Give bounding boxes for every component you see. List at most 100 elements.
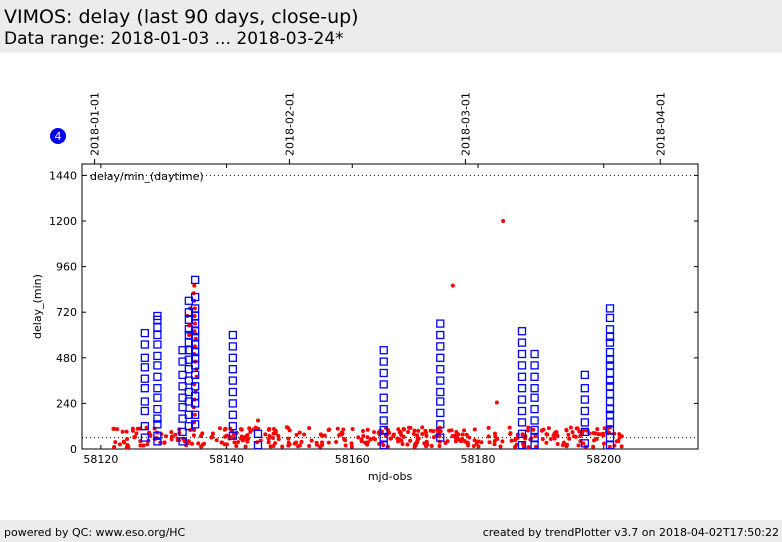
daytime-delay-point bbox=[153, 361, 162, 370]
night-delay-point bbox=[276, 433, 281, 438]
daytime-delay-point bbox=[190, 353, 200, 362]
night-delay-point bbox=[435, 427, 440, 432]
daytime-delay-point bbox=[140, 422, 150, 431]
daytime-delay-point bbox=[153, 393, 162, 402]
night-delay-point bbox=[253, 425, 258, 430]
night-delay-point bbox=[266, 427, 271, 432]
night-delay-point bbox=[540, 427, 545, 432]
night-delay-point bbox=[214, 438, 219, 443]
daytime-delay-point bbox=[530, 372, 539, 381]
night-delay-point bbox=[460, 432, 465, 437]
daytime-delay-point bbox=[605, 304, 615, 313]
x-tick-label: 58200 bbox=[586, 453, 621, 466]
night-delay-point bbox=[405, 442, 410, 447]
night-delay-point bbox=[192, 412, 197, 417]
night-delay-point bbox=[616, 438, 621, 443]
night-delay-point bbox=[472, 427, 477, 432]
daytime-delay-point bbox=[184, 410, 194, 419]
night-delay-point bbox=[224, 442, 229, 447]
night-delay-point bbox=[192, 314, 197, 318]
badge-label: 4 bbox=[55, 130, 62, 143]
night-delay-point bbox=[359, 437, 364, 442]
night-delay-point bbox=[263, 432, 268, 437]
daytime-delay-point bbox=[530, 361, 539, 370]
x-axis-label: mjd-obs bbox=[368, 470, 413, 483]
night-delay-point bbox=[125, 436, 130, 441]
night-delay-point bbox=[509, 438, 514, 443]
night-delay-point bbox=[423, 428, 428, 433]
daytime-delay-point bbox=[228, 365, 238, 374]
daytime-delay-point bbox=[379, 416, 388, 425]
daytime-delay-point bbox=[140, 397, 150, 406]
night-delay-point bbox=[391, 432, 396, 437]
night-delay-point bbox=[126, 444, 131, 449]
night-delay-point bbox=[141, 443, 146, 448]
daytime-delay-point bbox=[436, 397, 445, 406]
night-delay-point bbox=[368, 437, 373, 442]
daytime-delay-point bbox=[436, 353, 445, 362]
night-delay-point bbox=[607, 444, 612, 449]
daytime-delay-point bbox=[178, 403, 187, 412]
date-tick-label: 2018-03-01 bbox=[459, 92, 472, 156]
daytime-delay-point bbox=[580, 384, 590, 393]
daytime-delay-point bbox=[140, 353, 150, 362]
night-delay-point bbox=[112, 444, 117, 449]
daytime-delay-point bbox=[190, 275, 200, 285]
night-delay-point bbox=[276, 437, 281, 442]
night-delay-point bbox=[339, 432, 344, 437]
daytime-delay-point bbox=[436, 387, 445, 397]
page-title: VIMOS: delay (last 90 days, close-up) bbox=[4, 6, 359, 28]
daytime-delay-point bbox=[580, 406, 590, 416]
night-delay-point bbox=[458, 439, 463, 444]
night-delay-point bbox=[294, 440, 299, 445]
night-delay-point bbox=[238, 427, 243, 432]
daytime-delay-point bbox=[517, 395, 527, 404]
night-delay-point bbox=[619, 434, 624, 439]
daytime-delay-point bbox=[605, 410, 615, 419]
daytime-delay-point bbox=[517, 418, 527, 427]
daytime-delay-point bbox=[605, 347, 615, 357]
night-delay-point bbox=[309, 438, 314, 443]
panel-label: delay/min_(daytime) bbox=[90, 170, 204, 183]
daytime-delay-point bbox=[517, 441, 527, 450]
night-delay-point bbox=[187, 333, 192, 337]
night-delay-point bbox=[192, 428, 197, 432]
daytime-delay-point bbox=[190, 420, 200, 429]
night-delay-point bbox=[287, 442, 292, 447]
night-delay-point bbox=[115, 427, 120, 432]
daytime-delay-point bbox=[379, 368, 388, 378]
night-delay-point bbox=[266, 437, 271, 442]
night-delay-point bbox=[479, 440, 484, 445]
x-tick-label: 58180 bbox=[461, 453, 496, 466]
night-delay-point bbox=[428, 428, 433, 433]
daytime-delay-point bbox=[436, 420, 445, 429]
night-delay-point bbox=[284, 425, 289, 430]
night-delay-point bbox=[365, 435, 370, 440]
night-delay-point bbox=[525, 428, 530, 433]
night-delay-point bbox=[294, 432, 299, 437]
night-delay-point bbox=[476, 444, 481, 449]
night-delay-point bbox=[399, 433, 404, 438]
night-delay-point bbox=[487, 440, 492, 445]
daytime-delay-point bbox=[153, 372, 162, 381]
daytime-delay-point bbox=[184, 325, 194, 334]
daytime-delay-point bbox=[184, 376, 194, 385]
night-delay-point bbox=[200, 442, 205, 447]
night-delay-point bbox=[526, 425, 531, 430]
daytime-delay-point bbox=[190, 370, 200, 380]
night-delay-point bbox=[343, 438, 348, 443]
night-delay-point bbox=[514, 436, 519, 441]
night-delay-point bbox=[568, 425, 573, 430]
night-delay-point bbox=[271, 431, 276, 436]
night-delay-point bbox=[192, 306, 197, 311]
night-delay-point bbox=[399, 438, 404, 443]
night-delay-point bbox=[169, 430, 174, 435]
daytime-delay-point bbox=[190, 304, 200, 313]
night-delay-point bbox=[148, 433, 153, 438]
night-delay-point bbox=[365, 427, 370, 432]
data-range-subtitle: Data range: 2018-01-03 ... 2018-03-24* bbox=[4, 29, 344, 49]
night-delay-point bbox=[574, 426, 579, 431]
night-delay-point bbox=[117, 442, 122, 447]
night-delay-point bbox=[508, 431, 513, 436]
y-tick-label: 0 bbox=[70, 443, 77, 456]
